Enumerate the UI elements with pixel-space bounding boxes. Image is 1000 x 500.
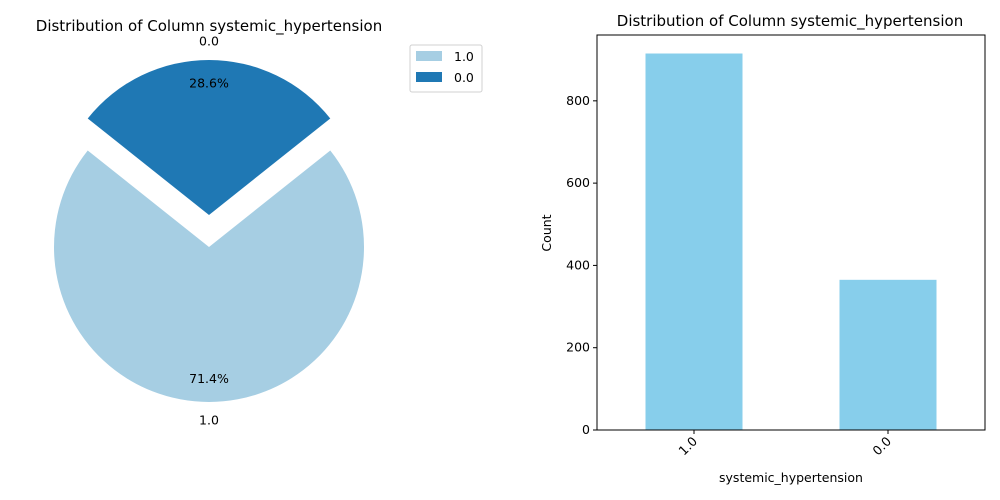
pie-percent-label-0.0: 28.6%	[189, 75, 229, 90]
legend-entry-1.0: 1.0	[454, 49, 474, 64]
bar-x-axis-label: systemic_hypertension	[719, 470, 863, 485]
x-tick-label-0.0: 0.0	[869, 433, 894, 458]
bar-chart: 1.0 0.0 0 200 400 600 800	[566, 34, 986, 458]
pie-category-label-0.0: 0.0	[199, 33, 219, 48]
y-tick-label: 400	[566, 257, 590, 272]
y-tick-label: 0	[582, 422, 590, 437]
bar-1.0	[645, 53, 743, 430]
legend-entry-0.0: 0.0	[454, 70, 474, 85]
legend-swatch-1.0	[416, 51, 442, 61]
y-tick-label: 600	[566, 175, 590, 190]
x-tick-label-1.0: 1.0	[675, 433, 700, 458]
y-tick-label: 200	[566, 340, 590, 355]
pie-category-label-1.0: 1.0	[199, 413, 219, 428]
pie-chart: 71.4% 1.0 28.6% 0.0	[53, 33, 364, 428]
pie-slice-1.0	[53, 150, 364, 402]
pie-percent-label-1.0: 71.4%	[189, 371, 229, 386]
y-tick-label: 800	[566, 93, 590, 108]
pie-slice-0.0	[87, 60, 331, 216]
bar-y-axis-label: Count	[539, 214, 554, 251]
legend-swatch-0.0	[416, 72, 442, 82]
bar-chart-title: Distribution of Column systemic_hyperten…	[617, 12, 963, 31]
pie-chart-title: Distribution of Column systemic_hyperten…	[36, 17, 382, 36]
bar-0.0	[839, 279, 937, 430]
bar-plot-frame	[596, 34, 986, 431]
pie-legend: 1.0 0.0	[409, 44, 483, 93]
